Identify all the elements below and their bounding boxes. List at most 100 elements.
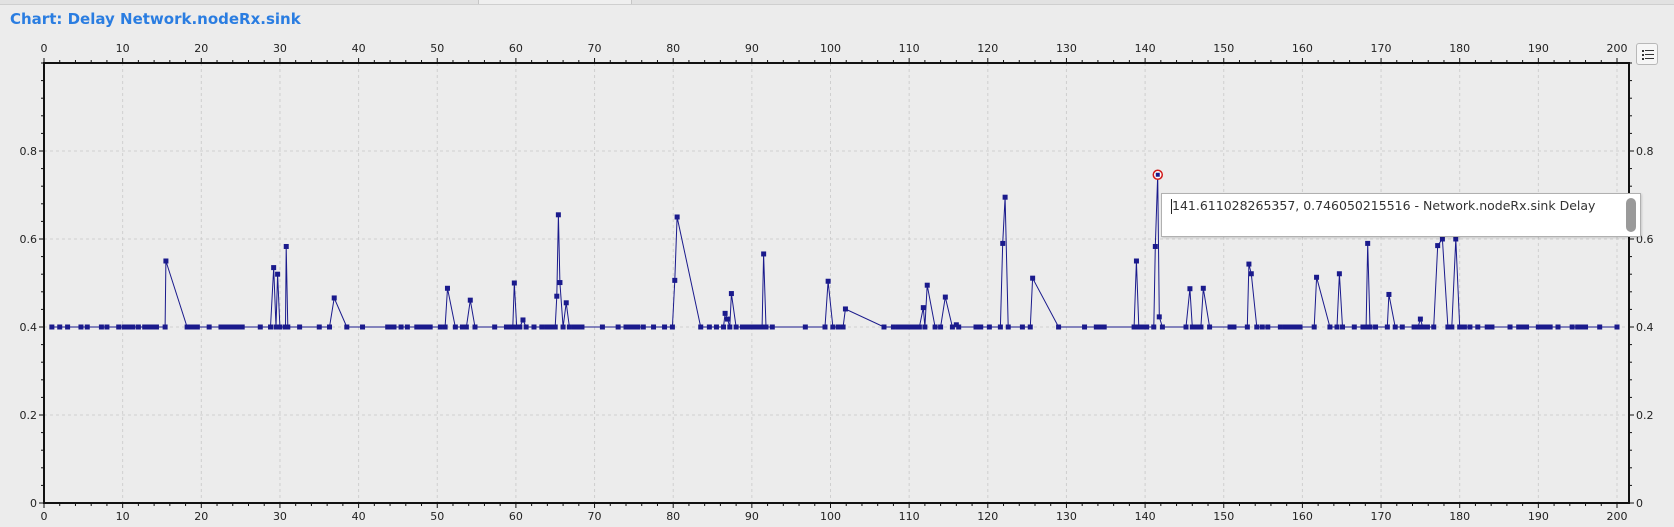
data-point[interactable]: [555, 212, 561, 218]
data-point[interactable]: [507, 324, 513, 330]
data-point[interactable]: [1583, 324, 1589, 330]
data-point[interactable]: [890, 324, 896, 330]
data-point[interactable]: [706, 324, 712, 330]
data-point[interactable]: [895, 324, 901, 330]
data-point[interactable]: [920, 305, 926, 311]
data-point[interactable]: [1136, 324, 1142, 330]
data-point[interactable]: [1351, 324, 1357, 330]
data-point[interactable]: [669, 324, 675, 330]
data-point[interactable]: [1093, 324, 1099, 330]
data-point[interactable]: [651, 324, 657, 330]
data-point[interactable]: [1152, 243, 1158, 249]
data-point[interactable]: [1096, 324, 1102, 330]
data-point[interactable]: [571, 324, 577, 330]
data-point[interactable]: [1489, 324, 1495, 330]
data-point[interactable]: [539, 324, 545, 330]
data-point[interactable]: [1207, 324, 1213, 330]
data-point[interactable]: [472, 324, 478, 330]
data-point[interactable]: [1524, 324, 1530, 330]
data-point[interactable]: [552, 324, 558, 330]
data-point[interactable]: [763, 324, 769, 330]
data-point[interactable]: [104, 324, 110, 330]
data-point[interactable]: [187, 324, 193, 330]
data-point[interactable]: [391, 324, 397, 330]
data-point[interactable]: [121, 324, 127, 330]
data-point[interactable]: [949, 324, 955, 330]
data-point[interactable]: [1231, 324, 1237, 330]
data-point[interactable]: [544, 324, 550, 330]
data-point[interactable]: [326, 324, 332, 330]
data-point[interactable]: [98, 324, 104, 330]
data-point[interactable]: [163, 258, 169, 264]
data-point[interactable]: [1027, 324, 1033, 330]
data-point[interactable]: [1297, 324, 1303, 330]
data-point[interactable]: [116, 324, 122, 330]
data-point[interactable]: [722, 310, 728, 316]
data-point[interactable]: [698, 324, 704, 330]
data-point[interactable]: [463, 324, 469, 330]
data-point[interactable]: [1082, 324, 1088, 330]
data-point[interactable]: [49, 324, 55, 330]
data-point[interactable]: [802, 324, 808, 330]
data-point[interactable]: [724, 316, 730, 322]
data-point[interactable]: [1435, 243, 1441, 249]
data-point[interactable]: [206, 324, 212, 330]
data-point[interactable]: [635, 324, 641, 330]
data-point[interactable]: [234, 324, 240, 330]
data-point[interactable]: [1254, 324, 1260, 330]
data-point[interactable]: [385, 324, 391, 330]
data-point[interactable]: [1453, 236, 1459, 242]
data-point[interactable]: [421, 324, 427, 330]
data-point[interactable]: [599, 324, 605, 330]
data-point[interactable]: [938, 324, 944, 330]
data-point[interactable]: [1547, 324, 1553, 330]
data-point[interactable]: [557, 280, 563, 286]
data-point[interactable]: [275, 271, 281, 277]
data-point[interactable]: [444, 285, 450, 291]
data-point[interactable]: [1056, 324, 1062, 330]
data-point[interactable]: [566, 324, 572, 330]
data-point[interactable]: [1392, 324, 1398, 330]
data-point[interactable]: [1340, 324, 1346, 330]
data-point[interactable]: [835, 324, 841, 330]
data-point[interactable]: [503, 324, 509, 330]
data-point[interactable]: [1420, 324, 1426, 330]
data-point[interactable]: [751, 324, 757, 330]
data-point[interactable]: [1386, 291, 1392, 297]
data-point[interactable]: [1363, 324, 1369, 330]
data-point[interactable]: [973, 324, 979, 330]
data-point[interactable]: [150, 324, 156, 330]
data-point[interactable]: [842, 306, 848, 312]
data-point[interactable]: [344, 324, 350, 330]
data-point[interactable]: [1183, 324, 1189, 330]
data-point[interactable]: [511, 280, 517, 286]
data-point[interactable]: [727, 324, 733, 330]
data-point[interactable]: [733, 324, 739, 330]
data-point[interactable]: [1575, 324, 1581, 330]
data-point[interactable]: [1248, 271, 1254, 277]
data-point[interactable]: [640, 324, 646, 330]
data-point[interactable]: [739, 324, 745, 330]
data-point[interactable]: [1457, 324, 1463, 330]
data-point[interactable]: [194, 324, 200, 330]
data-point[interactable]: [153, 324, 159, 330]
data-point[interactable]: [563, 300, 569, 306]
data-point[interactable]: [912, 324, 918, 330]
data-point[interactable]: [1579, 324, 1585, 330]
data-point[interactable]: [162, 324, 168, 330]
data-point[interactable]: [1019, 324, 1025, 330]
data-point[interactable]: [1314, 274, 1320, 280]
data-point[interactable]: [414, 324, 420, 330]
data-point[interactable]: [932, 324, 938, 330]
data-point[interactable]: [1439, 236, 1445, 242]
data-point[interactable]: [297, 324, 303, 330]
data-point[interactable]: [1475, 324, 1481, 330]
data-point[interactable]: [517, 324, 523, 330]
data-point[interactable]: [218, 324, 224, 330]
data-point[interactable]: [78, 324, 84, 330]
data-point[interactable]: [492, 324, 498, 330]
data-point[interactable]: [924, 282, 930, 288]
data-point[interactable]: [1597, 324, 1603, 330]
data-point[interactable]: [520, 317, 526, 323]
